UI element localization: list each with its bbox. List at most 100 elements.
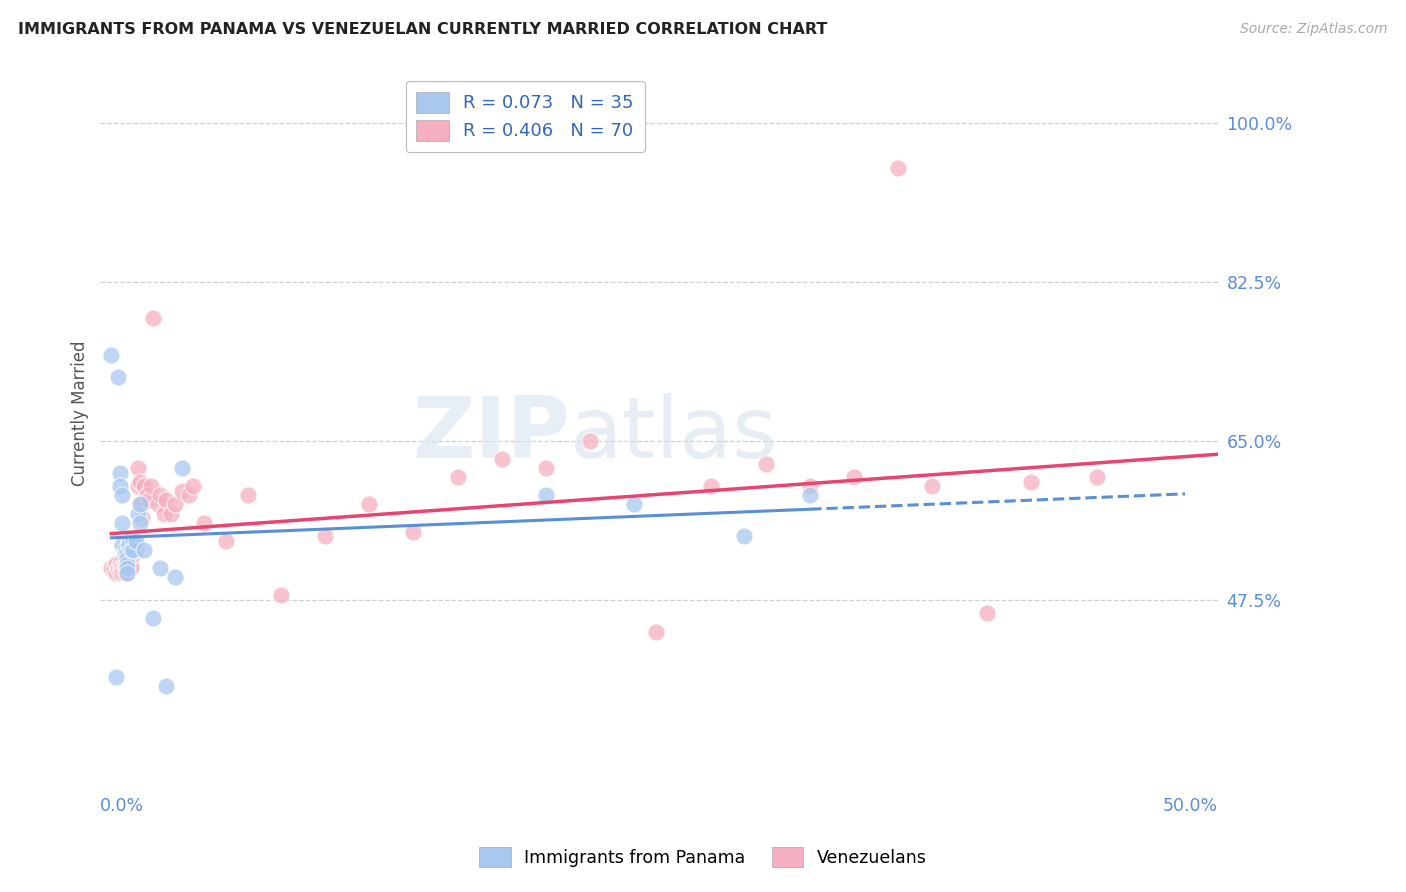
Point (165, 498, 187, 512)
Point (118, 533, 141, 548)
Point (115, 561, 138, 575)
Point (149, 488, 172, 502)
Text: IMMIGRANTS FROM PANAMA VS VENEZUELAN CURRENTLY MARRIED CORRELATION CHART: IMMIGRANTS FROM PANAMA VS VENEZUELAN CUR… (18, 22, 828, 37)
Point (118, 561, 141, 575)
Point (115, 561, 138, 575)
Point (114, 561, 136, 575)
Text: 0.0%: 0.0% (100, 797, 145, 814)
Point (534, 461, 557, 475)
Point (108, 561, 131, 575)
Point (108, 479, 131, 493)
Point (149, 561, 172, 575)
Point (108, 557, 131, 571)
Point (921, 479, 943, 493)
Point (129, 498, 152, 512)
Point (111, 538, 134, 552)
Point (111, 516, 134, 530)
Point (122, 548, 145, 562)
Point (155, 492, 177, 507)
Point (120, 557, 142, 571)
Point (100, 561, 122, 575)
Point (120, 561, 142, 575)
Point (114, 542, 136, 557)
Point (700, 479, 723, 493)
Point (177, 488, 200, 502)
Point (153, 507, 176, 521)
Point (111, 561, 134, 575)
Point (115, 548, 138, 562)
Point (1085, 470, 1108, 484)
Point (107, 561, 129, 575)
Point (134, 542, 156, 557)
Point (127, 507, 149, 521)
Point (124, 542, 146, 557)
Point (115, 566, 138, 580)
Point (138, 492, 160, 507)
Point (120, 542, 142, 557)
Point (114, 557, 136, 571)
Point (111, 566, 134, 580)
Point (122, 542, 145, 557)
Point (118, 557, 141, 571)
Point (135, 488, 157, 502)
Point (142, 611, 165, 625)
Point (104, 670, 127, 684)
Point (134, 479, 156, 493)
Point (129, 498, 152, 512)
Text: 50.0%: 50.0% (1163, 797, 1218, 814)
Point (108, 566, 131, 580)
Point (170, 461, 193, 475)
Y-axis label: Currently Married: Currently Married (72, 341, 89, 486)
Point (181, 479, 204, 493)
Point (124, 538, 146, 552)
Point (115, 557, 138, 571)
Point (314, 529, 336, 543)
Point (170, 483, 193, 498)
Point (534, 488, 557, 502)
Point (623, 498, 645, 512)
Point (844, 470, 866, 484)
Point (100, 348, 122, 362)
Point (359, 498, 381, 512)
Point (124, 533, 146, 548)
Point (115, 566, 138, 580)
Point (122, 542, 145, 557)
Point (120, 552, 142, 566)
Text: atlas: atlas (569, 392, 778, 475)
Point (122, 533, 145, 548)
Point (115, 552, 138, 566)
Point (118, 552, 141, 566)
Point (799, 488, 821, 502)
Legend: R = 0.073   N = 35, R = 0.406   N = 70: R = 0.073 N = 35, R = 0.406 N = 70 (405, 81, 645, 152)
Point (115, 557, 138, 571)
Point (446, 470, 468, 484)
Point (107, 370, 129, 384)
Point (146, 498, 169, 512)
Point (755, 457, 778, 471)
Point (165, 570, 187, 584)
Point (799, 479, 821, 493)
Point (129, 516, 152, 530)
Point (118, 538, 141, 552)
Legend: Immigrants from Panama, Venezuelans: Immigrants from Panama, Venezuelans (472, 840, 934, 874)
Text: ZIP: ZIP (412, 392, 569, 475)
Point (160, 507, 183, 521)
Point (578, 434, 600, 448)
Point (103, 561, 125, 575)
Point (108, 466, 131, 480)
Point (402, 524, 425, 539)
Point (118, 533, 141, 548)
Point (270, 588, 292, 602)
Point (127, 461, 149, 475)
Point (107, 561, 129, 575)
Point (127, 479, 149, 493)
Point (155, 679, 177, 693)
Point (733, 529, 755, 543)
Point (215, 533, 238, 548)
Point (111, 488, 134, 502)
Point (104, 557, 127, 571)
Point (1019, 475, 1042, 489)
Point (236, 488, 259, 502)
Point (976, 607, 998, 621)
Point (139, 479, 162, 493)
